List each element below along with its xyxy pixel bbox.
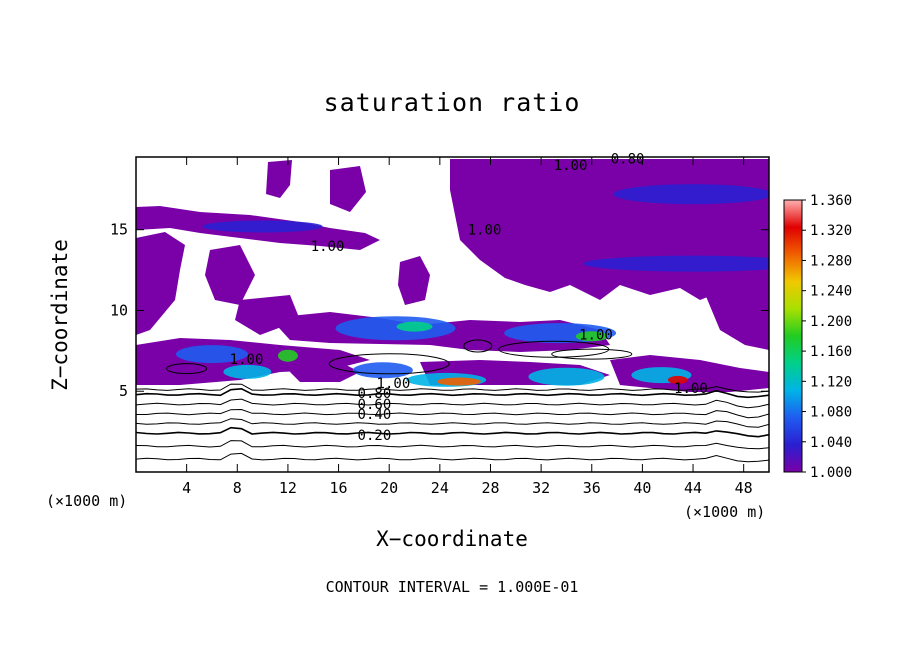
x-tick-label: 40 — [633, 479, 651, 497]
field-region — [695, 262, 769, 350]
contour-label: 1.00 — [311, 239, 345, 255]
contour-label: 0.20 — [358, 428, 392, 444]
colorbar-tick-label: 1.000 — [810, 465, 852, 481]
saturation-field — [136, 159, 769, 392]
y-tick-label: 15 — [110, 221, 128, 239]
contour-line — [136, 418, 769, 428]
contour-label: 0.80 — [611, 152, 645, 168]
contour-label: 1.00 — [554, 158, 588, 174]
field-region — [223, 364, 272, 379]
field-region — [266, 160, 292, 198]
field-region — [583, 255, 769, 272]
contour-lines — [136, 339, 769, 463]
contour-line — [551, 348, 633, 360]
field-region — [202, 220, 323, 233]
field-region — [613, 184, 769, 205]
x-tick-label: 16 — [330, 479, 348, 497]
contour-line — [136, 387, 769, 399]
contour-line — [136, 452, 769, 463]
contour-line — [328, 353, 450, 375]
colorbar-tick-label: 1.280 — [810, 253, 852, 269]
colorbar-tick-label: 1.160 — [810, 344, 852, 360]
contour-label: 0.80 — [358, 386, 392, 402]
contour-line — [136, 426, 769, 438]
x-axis-unit-right: (×1000 m) — [684, 503, 766, 521]
field-region — [277, 349, 298, 362]
colorbar-tick-label: 1.320 — [810, 223, 852, 239]
field-region — [667, 375, 688, 384]
x-tick-label: 20 — [380, 479, 398, 497]
field-region — [290, 360, 360, 382]
y-tick-label: 10 — [110, 301, 128, 319]
x-axis-label: X−coordinate — [376, 527, 528, 551]
contour-labels: 0.200.400.600.801.001.001.001.001.001.00… — [230, 152, 708, 444]
contour-label: 0.60 — [358, 397, 392, 413]
contour-label: 1.00 — [377, 376, 411, 392]
colorbar: 1.000 1.040 1.080 1.120 1.160 1.200 1.240 1.280… — [783, 193, 852, 481]
x-tick-label: 36 — [583, 479, 601, 497]
contour-line — [136, 398, 769, 409]
contour-line — [463, 339, 493, 353]
field-region — [396, 321, 433, 332]
contour-line — [136, 383, 769, 393]
field-region — [352, 362, 413, 379]
contour-line — [136, 408, 769, 419]
field-region — [136, 232, 185, 335]
x-tick-label: 32 — [532, 479, 550, 497]
colorbar-tick-label: 1.240 — [810, 284, 852, 300]
x-tick-label: 28 — [481, 479, 499, 497]
contour-label: 1.00 — [579, 328, 613, 344]
colorbar-tick-label: 1.360 — [810, 193, 852, 209]
field-region — [330, 166, 366, 212]
field-region — [398, 256, 430, 305]
contour-label: 1.00 — [674, 381, 708, 397]
chart-title: saturation ratio — [323, 88, 581, 117]
y-axis-label: Z−coordinate — [48, 239, 72, 391]
colorbar-tick-label: 1.080 — [810, 405, 852, 421]
contour-line — [166, 363, 208, 375]
x-axis-unit-left: (×1000 m) — [46, 492, 128, 510]
colorbar-tick-label: 1.120 — [810, 374, 852, 390]
x-tick-label: 8 — [233, 479, 242, 497]
x-tick-label: 48 — [735, 479, 753, 497]
colorbar-tick-label: 1.200 — [810, 314, 852, 330]
colorbar-tick-label: 1.040 — [810, 435, 852, 451]
contour-interval-note: CONTOUR INTERVAL = 1.000E-01 — [325, 578, 579, 596]
y-tick-label: 5 — [119, 382, 128, 400]
x-tick-label: 24 — [431, 479, 449, 497]
field-region — [528, 367, 605, 386]
colorbar-gradient — [783, 199, 803, 473]
field-region — [575, 331, 608, 342]
contour-label: 1.00 — [468, 223, 502, 239]
field-region — [175, 345, 248, 364]
x-tick-label: 4 — [182, 479, 191, 497]
plot-frame — [135, 156, 770, 473]
field-region — [205, 245, 255, 305]
field-region — [335, 316, 456, 341]
contour-line — [136, 440, 769, 450]
x-tick-label: 44 — [684, 479, 702, 497]
field-region — [436, 377, 481, 386]
contour-label: 1.00 — [230, 352, 264, 368]
x-tick-label: 12 — [279, 479, 297, 497]
contour-label: 0.40 — [358, 407, 392, 423]
